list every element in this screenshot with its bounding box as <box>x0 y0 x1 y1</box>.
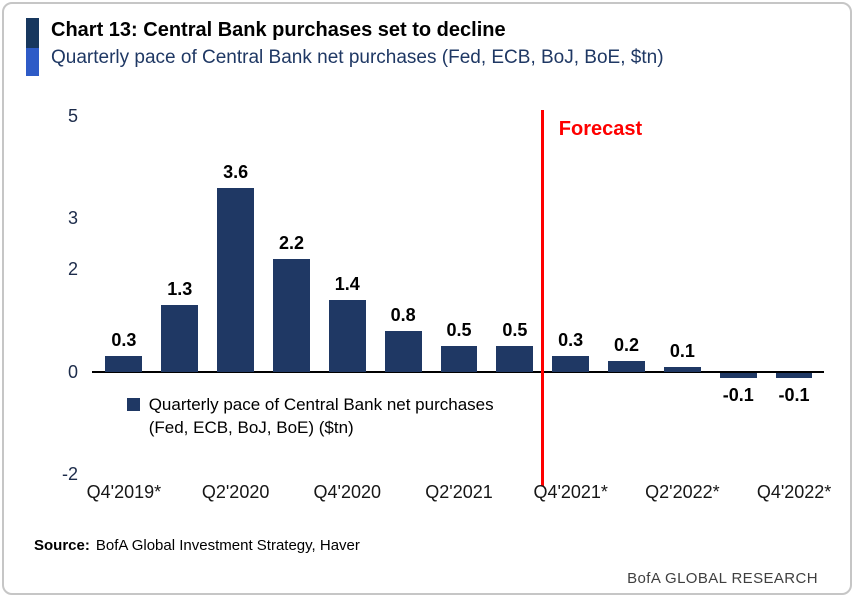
bar-value-label: 0.8 <box>390 304 416 325</box>
bar-value-label: 0.2 <box>614 335 640 356</box>
x-tick-label: Q4'2019* <box>86 482 162 502</box>
y-tick-label: 0 <box>67 361 78 382</box>
bar-value-label: 2.2 <box>278 233 304 254</box>
bar-value-label: 0.1 <box>669 340 695 361</box>
title-block: Chart 13: Central Bank purchases set to … <box>51 18 664 70</box>
x-tick-label: Q4'2020 <box>313 482 382 502</box>
brand-mark: BofA GLOBAL RESEARCH <box>627 570 818 587</box>
bar <box>663 366 701 372</box>
y-tick-label: 5 <box>67 106 78 126</box>
bar <box>217 187 255 372</box>
legend: Quarterly pace of Central Bank net purch… <box>126 394 497 440</box>
bar <box>552 356 590 372</box>
forecast-line <box>541 110 545 486</box>
y-tick-label: -2 <box>61 464 78 484</box>
bar-value-label: 0.5 <box>502 320 528 341</box>
bar-value-label: 1.4 <box>334 274 360 295</box>
source-text: BofA Global Investment Strategy, Haver <box>95 537 360 554</box>
bar-value-label: 3.6 <box>223 161 249 182</box>
bar <box>775 372 813 378</box>
x-tick-label: Q2'2021 <box>425 482 493 502</box>
source-line: Source: BofA Global Investment Strategy, … <box>34 537 360 554</box>
bar-value-label: 0.3 <box>111 330 137 351</box>
y-tick-label: 3 <box>67 208 78 229</box>
bar-value-label: 0.5 <box>446 320 472 341</box>
y-axis: 5 3 2 0 -2 <box>4 106 92 484</box>
source-label: Source: <box>34 537 90 554</box>
bar-value-label: 1.3 <box>167 279 193 300</box>
legend-swatch <box>126 397 140 411</box>
title-accent-bar <box>26 18 39 76</box>
bar <box>384 330 422 372</box>
chart-subtitle: Quarterly pace of Central Bank net purch… <box>51 47 664 68</box>
y-tick-label: 2 <box>67 259 78 280</box>
chart-header: Chart 13: Central Bank purchases set to … <box>26 18 664 76</box>
bar <box>273 259 310 372</box>
x-tick-label: Q2'2020 <box>201 482 270 502</box>
x-axis-line <box>92 370 824 373</box>
chart-title: Chart 13: Central Bank purchases set to … <box>51 19 506 41</box>
chart-card: Chart 13: Central Bank purchases set to … <box>2 2 852 595</box>
bar <box>608 361 645 372</box>
bar-value-label: -0.1 <box>778 384 810 405</box>
x-axis: Q4'2019* Q2'2020 Q4'2020 Q2'2021 Q4'2021* Q2'… <box>87 482 832 508</box>
bar-value-label: 0.3 <box>558 330 584 351</box>
bar <box>440 346 478 372</box>
legend-label: Quarterly pace of Central Bank net purch… <box>148 394 494 437</box>
x-tick-label: Q4'2022* <box>756 482 832 502</box>
x-tick-label: Q4'2021* <box>533 482 608 502</box>
bar <box>161 305 199 372</box>
bar <box>719 372 757 378</box>
x-tick-label: Q2'2022* <box>645 482 720 502</box>
forecast-label: Forecast <box>558 118 643 140</box>
plot-area: Forecast Quarterly pace of Central Bank … <box>92 110 824 486</box>
bar <box>496 346 534 372</box>
bar <box>328 300 366 372</box>
bar <box>105 356 143 372</box>
bar-value-label: -0.1 <box>722 384 754 405</box>
